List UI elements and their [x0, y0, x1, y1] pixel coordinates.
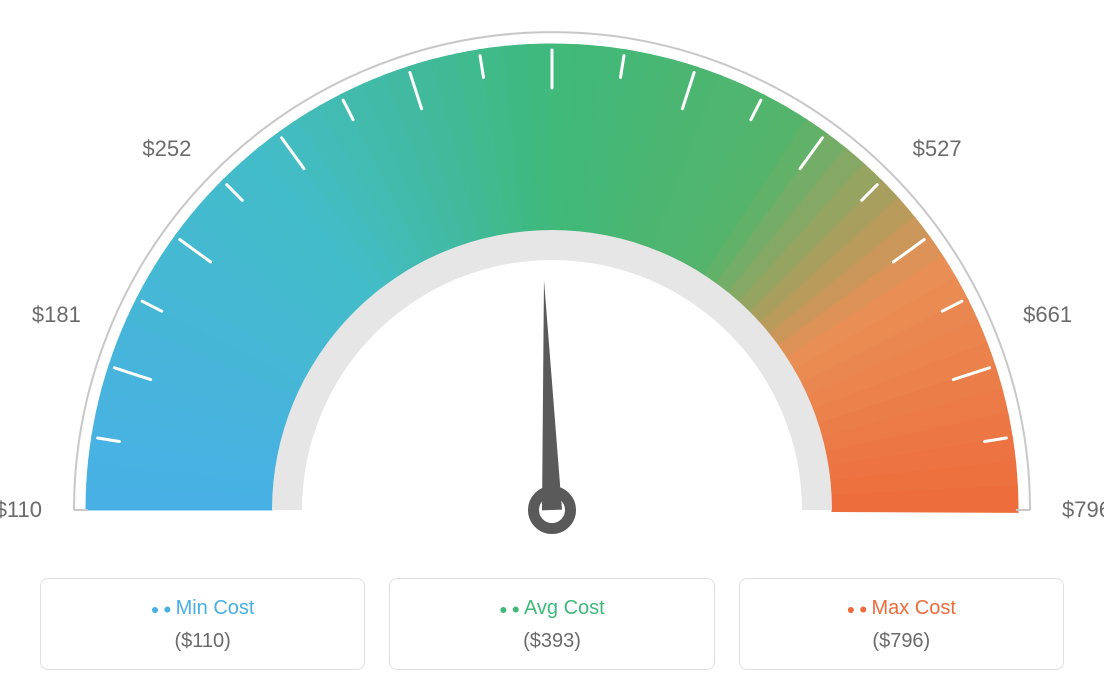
gauge-scale-label: $527 — [913, 136, 962, 162]
gauge-chart: $110$181$252$393$527$661$796 — [0, 0, 1104, 560]
legend-value-max: ($796) — [750, 630, 1053, 653]
legend-value-avg: ($393) — [400, 630, 703, 653]
legend-card-min: ● Min Cost ($110) — [40, 578, 365, 670]
gauge-svg — [0, 0, 1104, 560]
gauge-scale-label: $661 — [1023, 302, 1072, 328]
gauge-scale-label: $110 — [0, 497, 42, 523]
legend-card-max: ● Max Cost ($796) — [739, 578, 1064, 670]
gauge-scale-label: $796 — [1062, 497, 1104, 523]
gauge-scale-label: $181 — [32, 302, 81, 328]
gauge-scale-label: $252 — [142, 136, 191, 162]
legend-row: ● Min Cost ($110) ● Avg Cost ($393) ● Ma… — [40, 578, 1064, 670]
legend-value-min: ($110) — [51, 630, 354, 653]
legend-label-min: ● Min Cost — [51, 597, 354, 620]
legend-label-avg: ● Avg Cost — [400, 597, 703, 620]
legend-label-max: ● Max Cost — [750, 597, 1053, 620]
legend-card-avg: ● Avg Cost ($393) — [389, 578, 714, 670]
